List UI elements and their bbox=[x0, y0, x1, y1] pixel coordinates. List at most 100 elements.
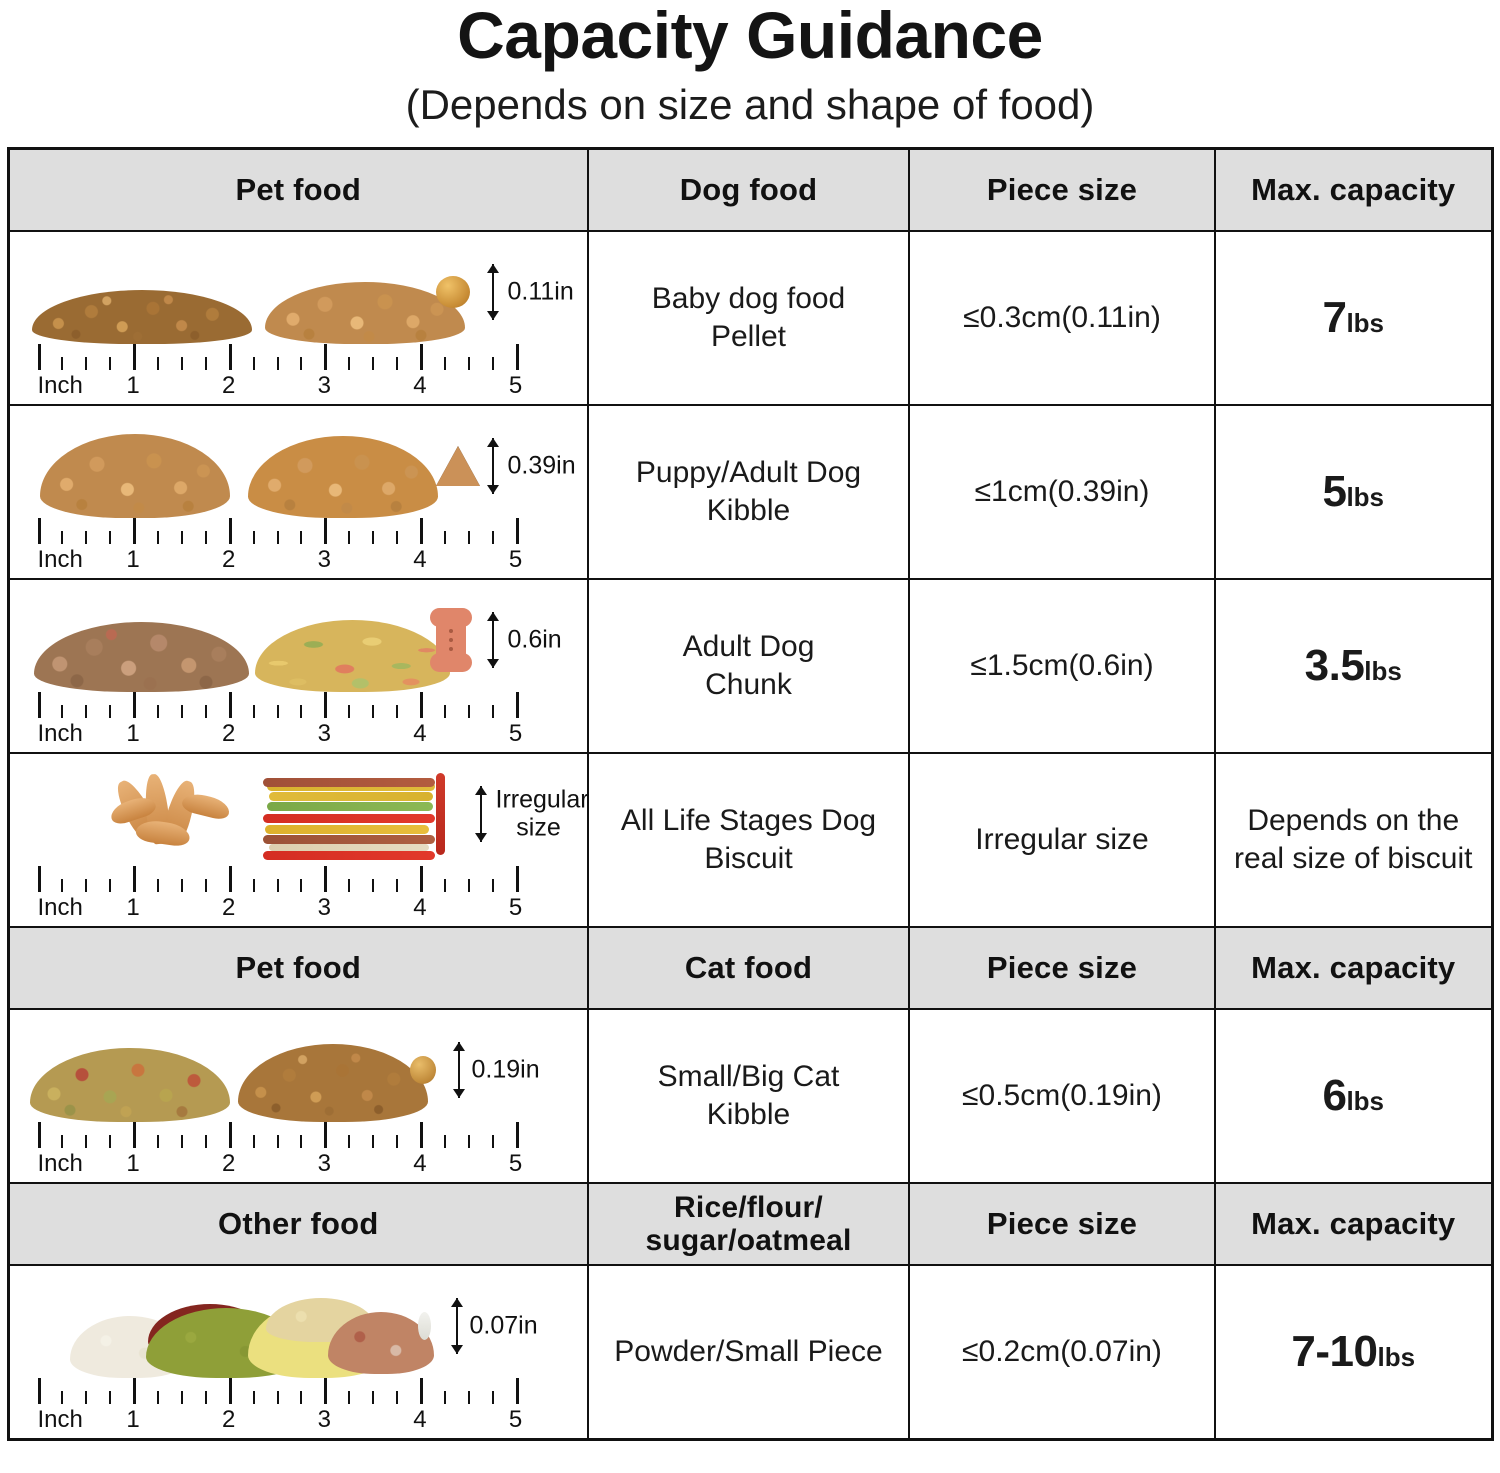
food-name-line: Pellet bbox=[710, 320, 787, 354]
ruler-number: 4 bbox=[413, 546, 427, 574]
ruler-number: 1 bbox=[126, 546, 140, 574]
piece-measure: Irregular size bbox=[435, 764, 589, 864]
food-sample-cat-kibble: 0.19in Inch 1 2 3 4 5 bbox=[10, 1010, 590, 1182]
ruler-tick-minor bbox=[157, 531, 159, 545]
ruler-tick-minor bbox=[276, 705, 279, 719]
table-row: 0.39in Inch 1 2 3 4 5 Puppy/Adult Dog Kibble … bbox=[7, 404, 1493, 581]
table-header-dog: Pet food Dog food Piece size Max. capaci… bbox=[7, 147, 1493, 233]
piece-measure: 0.11in bbox=[435, 242, 582, 342]
ruler-number: 2 bbox=[222, 894, 236, 922]
dimension-label: 0.19in bbox=[471, 1055, 540, 1084]
ruler-numbers: Inch 1 2 3 4 5 bbox=[38, 372, 523, 399]
ruler-tick-minor bbox=[300, 531, 303, 545]
food-piles bbox=[10, 240, 590, 345]
ruler-tick-minor bbox=[443, 879, 446, 893]
piece-measure: 0.19in bbox=[409, 1020, 556, 1120]
ruler-tick-minor bbox=[85, 1391, 88, 1405]
ruler-number: 4 bbox=[413, 1150, 427, 1178]
piece-size-cell: Irregular size bbox=[908, 752, 1216, 929]
ruler-tick-minor bbox=[300, 1135, 303, 1149]
table-header-other: Other food Rice/flour/ sugar/oatmeal Pie… bbox=[7, 1182, 1493, 1267]
ruler-tick-minor bbox=[467, 705, 470, 719]
table-row: 0.07in Inch 1 2 3 4 5 Powder/Small Piece ≤0.2… bbox=[7, 1264, 1493, 1441]
food-pile-left bbox=[39, 434, 230, 519]
max-capacity-cell: 5lbs bbox=[1214, 404, 1493, 581]
ruler-tick-major bbox=[324, 692, 328, 719]
ruler-tick-major bbox=[37, 1378, 41, 1405]
dimension-label-line: Irregular bbox=[495, 785, 589, 814]
food-sample-dog-chunk: 0.6in Inch 1 2 3 4 5 bbox=[10, 580, 590, 752]
ruler-tick-minor bbox=[61, 879, 64, 893]
ruler-tick-minor bbox=[396, 1135, 398, 1149]
single-piece-icon bbox=[429, 608, 472, 673]
ruler-tick-minor bbox=[396, 879, 398, 893]
food-name-line: Kibble bbox=[706, 1098, 791, 1132]
header-line: sugar/oatmeal bbox=[645, 1224, 852, 1258]
ruler-tick-major bbox=[228, 692, 232, 719]
food-piles bbox=[10, 1018, 590, 1123]
ruler-number: 4 bbox=[413, 720, 427, 748]
food-name-line: Small/Big Cat bbox=[657, 1060, 840, 1094]
ruler-tick-minor bbox=[180, 705, 183, 719]
dimension-arrow-icon bbox=[452, 1042, 465, 1099]
sample-cell: 0.6in Inch 1 2 3 4 5 bbox=[7, 578, 590, 755]
food-piles bbox=[10, 762, 590, 866]
ruler-tick-major bbox=[515, 344, 519, 371]
page-subtitle: (Depends on size and shape of food) bbox=[405, 81, 1095, 129]
ruler-tick-major bbox=[133, 866, 137, 893]
ruler-unit-label: Inch bbox=[37, 1150, 83, 1178]
ruler-number: 5 bbox=[508, 546, 523, 574]
ruler-tick-minor bbox=[85, 879, 88, 893]
ruler-number: 4 bbox=[413, 1406, 427, 1434]
food-name-line: Kibble bbox=[706, 494, 791, 528]
food-name-line: Adult Dog bbox=[682, 630, 815, 664]
ruler-tick-minor bbox=[109, 879, 112, 893]
ruler-tick-major bbox=[324, 866, 328, 893]
food-sample-adult-kibble: 0.39in Inch 1 2 3 4 5 bbox=[10, 406, 590, 578]
ruler-tick-minor bbox=[157, 357, 159, 371]
ruler-tick-minor bbox=[372, 1135, 375, 1149]
ruler-tick-minor bbox=[85, 357, 88, 371]
table-row: 0.11in Inch 1 2 3 4 5 Baby dog food Pellet ≤0… bbox=[7, 230, 1493, 407]
ruler-tick-major bbox=[515, 1122, 519, 1149]
food-name-cell: Puppy/Adult Dog Kibble bbox=[587, 404, 910, 581]
ruler-tick-minor bbox=[61, 1391, 64, 1405]
ruler-tick-minor bbox=[85, 705, 88, 719]
ruler-tick-major bbox=[324, 1378, 328, 1405]
food-name-line: Baby dog food bbox=[651, 282, 846, 316]
food-pile-left bbox=[33, 622, 249, 693]
capacity-unit: lbs bbox=[1346, 308, 1385, 339]
ruler-tick-minor bbox=[300, 1391, 303, 1405]
ruler-tick-minor bbox=[491, 531, 494, 545]
ruler-tick-minor bbox=[252, 357, 255, 371]
capacity-value: 7 bbox=[1322, 293, 1347, 343]
ruler-tick-minor bbox=[61, 357, 64, 371]
ruler-tick-minor bbox=[180, 357, 183, 371]
ruler-tick-minor bbox=[276, 1391, 279, 1405]
ruler-tick-minor bbox=[491, 705, 494, 719]
ruler-scale: Inch 1 2 3 4 5 bbox=[37, 1118, 522, 1177]
ruler-tick-minor bbox=[491, 879, 494, 893]
ruler-tick-minor bbox=[300, 357, 303, 371]
ruler-tick-minor bbox=[109, 1135, 112, 1149]
title-block: Capacity Guidance (Depends on size and s… bbox=[0, 0, 1500, 127]
dimension-label-line: size bbox=[516, 813, 561, 842]
mixed-grains-pile bbox=[69, 1274, 434, 1379]
table-row: Irregular size Inch 1 2 3 4 5 All Life Stages… bbox=[7, 752, 1493, 929]
ruler-tick-major bbox=[324, 344, 328, 371]
sample-cell: 0.11in Inch 1 2 3 4 5 bbox=[7, 230, 590, 407]
sample-cell: 0.39in Inch 1 2 3 4 5 bbox=[7, 404, 590, 581]
ruler-tick-minor bbox=[443, 1135, 446, 1149]
ruler-tick-minor bbox=[85, 1135, 88, 1149]
page-title: Capacity Guidance bbox=[457, 0, 1043, 72]
piece-measure: 0.6in bbox=[429, 590, 582, 690]
food-pile-right bbox=[247, 436, 438, 519]
food-sample-dog-biscuit: Irregular size Inch 1 2 3 4 5 bbox=[10, 754, 590, 926]
food-name-line: All Life Stages Dog bbox=[620, 804, 877, 838]
ruler-tick-minor bbox=[109, 705, 112, 719]
ruler-tick-minor bbox=[180, 879, 183, 893]
ruler-tick-minor bbox=[204, 357, 207, 371]
ruler-tick-major bbox=[133, 1122, 137, 1149]
dimension-label: 0.07in bbox=[469, 1311, 538, 1340]
capacity-value: 5 bbox=[1322, 467, 1347, 517]
